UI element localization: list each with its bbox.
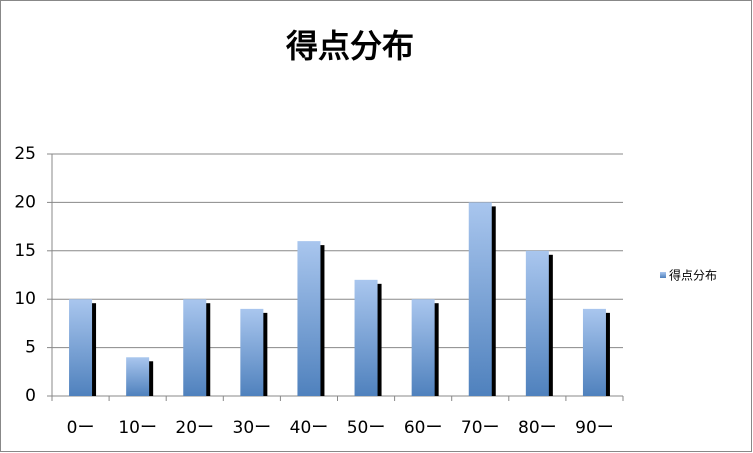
bar <box>411 299 435 396</box>
x-tick-label: 10ー <box>118 418 157 438</box>
y-tick-label: 10 <box>14 289 36 309</box>
bar <box>126 357 150 396</box>
x-tick-label: 20ー <box>175 418 214 438</box>
x-tick-label: 0ー <box>67 418 95 438</box>
bar <box>69 299 93 396</box>
bar <box>582 308 606 396</box>
bar <box>468 202 492 396</box>
y-tick-label: 0 <box>25 386 36 406</box>
bar <box>297 241 321 396</box>
chart-title: 得点分布 <box>286 27 414 65</box>
y-tick-label: 20 <box>14 192 36 212</box>
y-tick-label: 5 <box>25 338 36 358</box>
legend-marker <box>660 272 666 278</box>
x-tick-label: 70ー <box>461 418 500 438</box>
x-tick-label: 80ー <box>518 418 557 438</box>
y-tick-label: 15 <box>14 241 36 261</box>
bar <box>183 299 207 396</box>
legend-label: 得点分布 <box>669 268 717 283</box>
x-tick-label: 50ー <box>347 418 386 438</box>
x-tick-label: 40ー <box>290 418 329 438</box>
x-tick-label: 60ー <box>404 418 443 438</box>
bar <box>354 279 378 396</box>
y-tick-label: 25 <box>14 144 36 164</box>
x-tick-label: 90ー <box>575 418 614 438</box>
bar <box>240 308 264 396</box>
bar <box>525 250 549 396</box>
x-tick-label: 30ー <box>233 418 272 438</box>
